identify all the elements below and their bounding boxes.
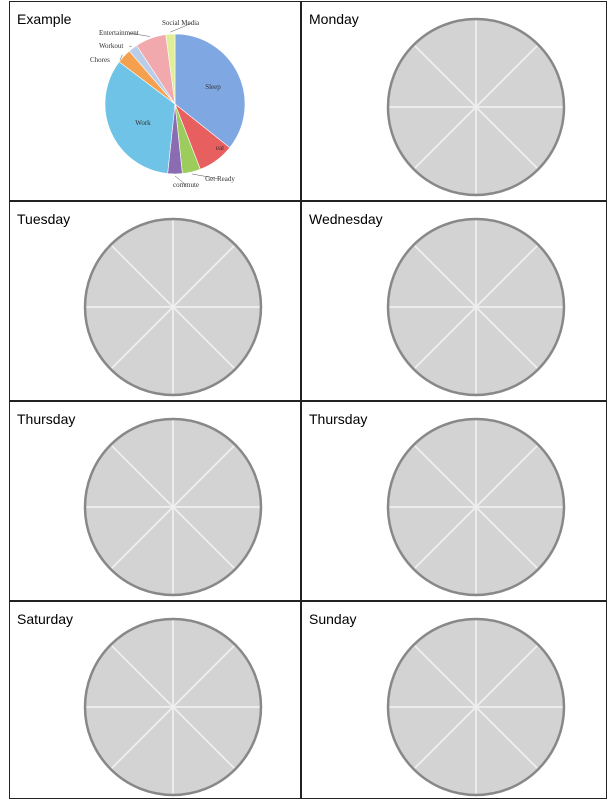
blank-pie-wheel[interactable] [386, 17, 566, 197]
pie-label-get-ready: Get Ready [205, 175, 235, 183]
wheel-divider [475, 506, 538, 569]
blank-pie-wheel[interactable] [386, 417, 566, 597]
wheel-divider [414, 445, 477, 508]
pie-label-chores: Chores [90, 56, 110, 64]
wheel-divider [111, 445, 174, 508]
wednesday-cell: Wednesday [301, 201, 607, 401]
cell-label-tuesday: Tuesday [17, 211, 71, 227]
wheel-divider [475, 306, 538, 369]
pie-label-commute: commute [173, 181, 199, 189]
wheel-divider [111, 645, 174, 708]
weekly-time-pie-worksheet: Example Sleep eat Get Ready commute Work Chor… [9, 1, 607, 799]
cell-label-second-thursday: Thursday [309, 411, 368, 427]
wheel-divider [475, 106, 538, 169]
pie-leader-line [119, 54, 123, 61]
wheel-divider [172, 245, 235, 308]
pie-label-sleep: Sleep [205, 83, 221, 91]
blank-pie-wheel[interactable] [83, 617, 263, 797]
wheel-divider [414, 245, 477, 308]
wheel-divider [172, 445, 235, 508]
wheel-divider [414, 506, 477, 569]
wheel-divider [414, 45, 477, 108]
cell-label-sunday: Sunday [309, 611, 357, 627]
saturday-cell: Saturday [9, 601, 301, 799]
pie-label-eat: eat [216, 144, 224, 152]
cell-label-monday: Monday [309, 11, 359, 27]
blank-pie-wheel[interactable] [83, 417, 263, 597]
pie-label-entertainment: Entertainment [99, 29, 139, 37]
wheel-divider [414, 706, 477, 769]
wheel-divider [414, 106, 477, 169]
wheel-divider [111, 306, 174, 369]
friday-cell: Thursday [301, 401, 607, 601]
wheel-divider [475, 706, 538, 769]
wheel-divider [475, 245, 538, 308]
wheel-divider [111, 506, 174, 569]
pie-leader-line [191, 173, 221, 180]
pie-leader-line [128, 45, 132, 47]
wheel-divider [414, 645, 477, 708]
wheel-divider [172, 306, 235, 369]
tuesday-cell: Tuesday [9, 201, 301, 401]
blank-pie-wheel[interactable] [386, 217, 566, 397]
pie-leader-line [170, 22, 193, 33]
pie-slice-work [104, 61, 176, 174]
pie-slice-sleep [174, 33, 246, 149]
wheel-divider [475, 645, 538, 708]
blank-pie-wheel[interactable] [386, 617, 566, 797]
wheel-divider [111, 245, 174, 308]
example-pie-chart: Sleep eat Get Ready commute Work Chores Workou… [75, 12, 285, 192]
wheel-divider [414, 306, 477, 369]
cell-label-wednesday: Wednesday [309, 211, 383, 227]
pie-label-work: Work [135, 119, 151, 127]
wheel-divider [475, 45, 538, 108]
pie-slice-social-media [165, 33, 176, 105]
wheel-divider [172, 506, 235, 569]
thursday-cell: Thursday [9, 401, 301, 601]
blank-pie-wheel[interactable] [83, 217, 263, 397]
wheel-divider [172, 645, 235, 708]
wheel-divider [111, 706, 174, 769]
pie-leader-line [128, 32, 150, 37]
pie-leader-line [174, 175, 187, 186]
pie-label-workout: Workout [99, 42, 123, 50]
pie-label-social-media: Social Media [162, 19, 200, 27]
cell-label-saturday: Saturday [17, 611, 74, 627]
wheel-divider [475, 445, 538, 508]
sunday-cell: Sunday [301, 601, 607, 799]
wheel-divider [172, 706, 235, 769]
cell-label-thursday: Thursday [17, 411, 76, 427]
monday-cell: Monday [301, 1, 607, 201]
cell-label-example: Example [17, 11, 72, 27]
example-cell: Example Sleep eat Get Ready commute Work Chor… [9, 1, 301, 201]
